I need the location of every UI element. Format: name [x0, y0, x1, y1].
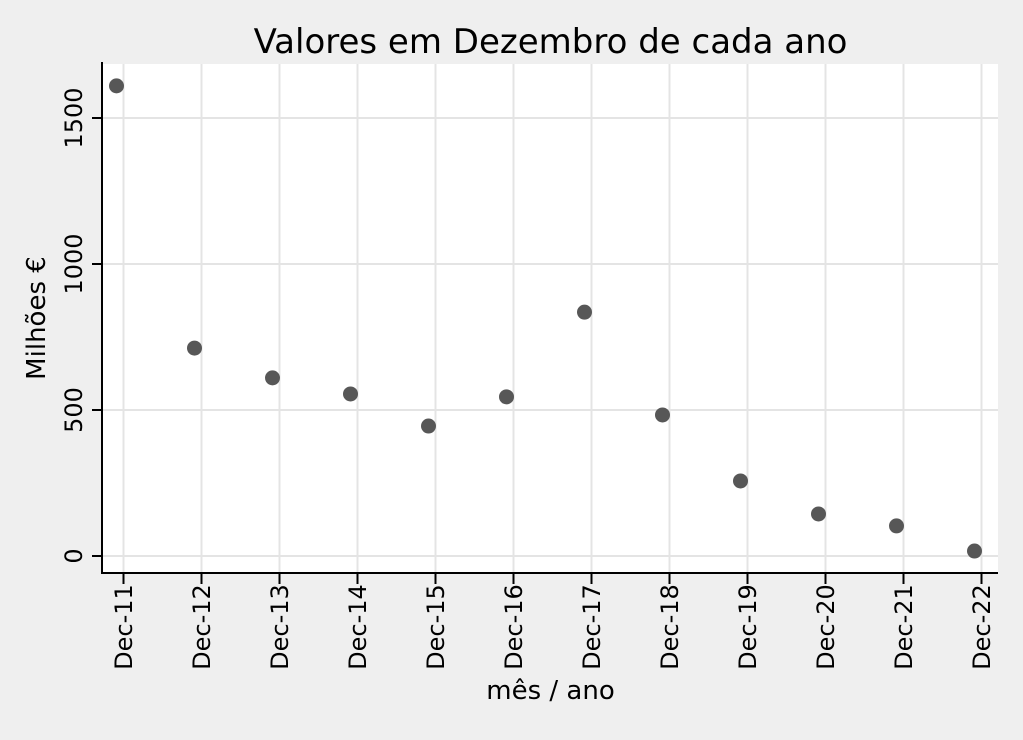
x-tick-label-dec19: Dec-19 [734, 584, 762, 670]
data-point [889, 518, 904, 534]
x-tick-label-dec21: Dec-21 [890, 584, 918, 670]
x-tick-label-dec11: Dec-11 [110, 584, 138, 670]
x-axis-label: mês / ano [486, 676, 615, 706]
plot-area [103, 64, 998, 572]
x-tick-label-dec14: Dec-14 [344, 584, 372, 670]
x-tick-label-dec20: Dec-20 [812, 584, 840, 670]
data-point [343, 386, 358, 402]
x-tick-label-dec13: Dec-13 [266, 584, 294, 670]
data-point [265, 370, 280, 386]
chart-title: Valores em Dezembro de cada ano [253, 22, 848, 62]
x-tick-label-dec12: Dec-12 [188, 584, 216, 670]
y-tick-label-0: 0 [60, 548, 88, 564]
data-point [811, 506, 826, 522]
data-point [187, 340, 202, 356]
data-point [109, 78, 124, 94]
data-point [577, 304, 592, 320]
y-tick-label-1500: 1500 [60, 87, 88, 149]
data-point [499, 389, 514, 405]
data-point [733, 473, 748, 489]
x-tick-label-dec15: Dec-15 [422, 584, 450, 670]
y-axis-label: Milhões € [22, 256, 52, 380]
x-tick-label-dec22: Dec-22 [968, 584, 996, 670]
x-tick-label-dec17: Dec-17 [578, 584, 606, 670]
data-point [421, 418, 436, 434]
x-tick-label-dec18: Dec-18 [656, 584, 684, 670]
y-tick-label-1000: 1000 [60, 233, 88, 295]
x-tick-label-dec16: Dec-16 [500, 584, 528, 670]
y-tick-label-500: 500 [60, 387, 88, 433]
data-point [655, 407, 670, 423]
data-point [967, 543, 982, 559]
